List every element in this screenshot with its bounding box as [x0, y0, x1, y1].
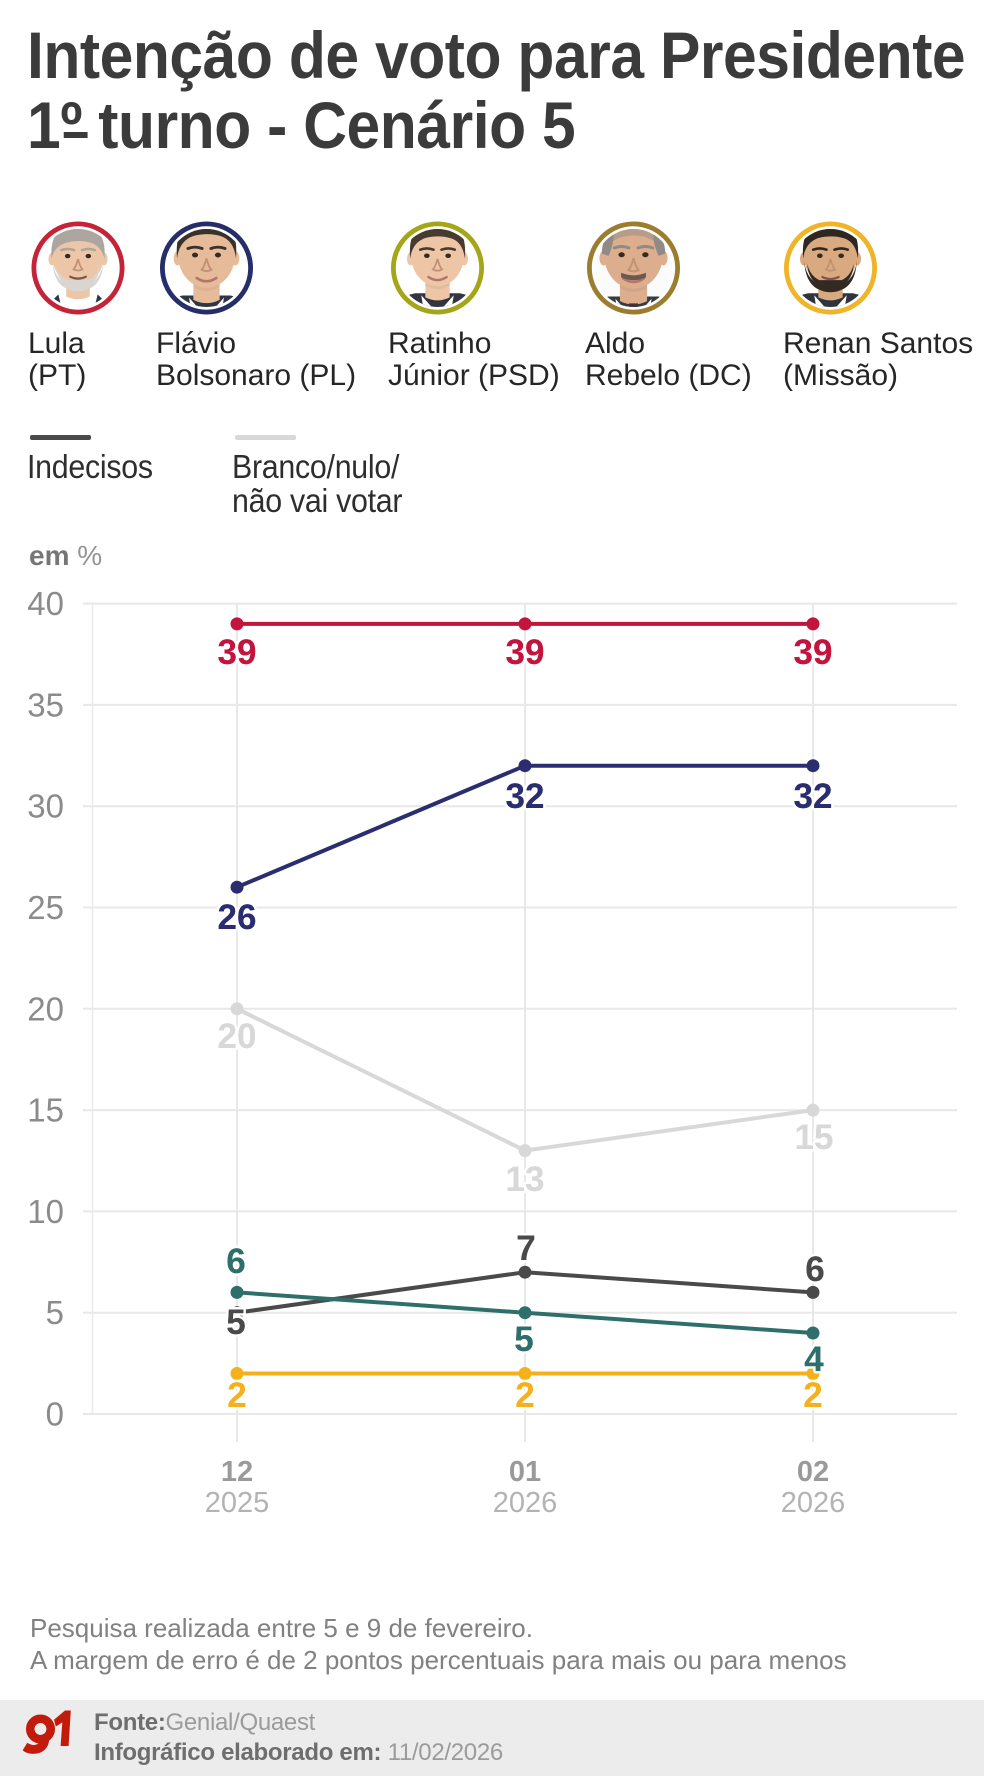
svg-text:32: 32	[506, 777, 545, 816]
svg-text:39: 39	[218, 633, 257, 672]
svg-text:7: 7	[516, 1229, 535, 1268]
svg-text:01: 01	[509, 1456, 541, 1488]
svg-text:10: 10	[27, 1193, 64, 1230]
svg-text:0: 0	[46, 1396, 64, 1433]
svg-text:13: 13	[506, 1160, 545, 1199]
svg-text:13: 13	[506, 1160, 545, 1199]
svg-text:2: 2	[515, 1376, 534, 1415]
svg-text:32: 32	[506, 777, 545, 816]
svg-text:32: 32	[794, 777, 833, 816]
svg-text:40: 40	[27, 585, 64, 622]
svg-text:5: 5	[514, 1320, 533, 1359]
svg-text:25: 25	[27, 889, 64, 926]
svg-text:26: 26	[218, 898, 257, 937]
svg-text:35: 35	[27, 686, 64, 723]
svg-text:2026: 2026	[493, 1487, 558, 1519]
svg-text:12: 12	[221, 1456, 253, 1488]
svg-text:39: 39	[794, 633, 833, 672]
svg-text:5: 5	[46, 1294, 64, 1331]
svg-text:15: 15	[795, 1118, 834, 1157]
svg-text:5: 5	[514, 1320, 533, 1359]
svg-text:2: 2	[227, 1376, 246, 1415]
svg-text:2: 2	[803, 1376, 822, 1415]
svg-text:7: 7	[516, 1229, 535, 1268]
svg-text:2026: 2026	[781, 1487, 846, 1519]
svg-text:15: 15	[27, 1092, 64, 1129]
svg-text:39: 39	[506, 633, 545, 672]
svg-text:39: 39	[218, 633, 257, 672]
svg-text:2: 2	[227, 1376, 246, 1415]
svg-text:6: 6	[226, 1242, 245, 1281]
svg-text:39: 39	[794, 633, 833, 672]
svg-text:30: 30	[27, 788, 64, 825]
svg-text:5: 5	[226, 1303, 245, 1342]
svg-text:39: 39	[506, 633, 545, 672]
svg-text:02: 02	[797, 1456, 829, 1488]
svg-text:32: 32	[794, 777, 833, 816]
svg-text:20: 20	[218, 1017, 257, 1056]
svg-text:2025: 2025	[205, 1487, 270, 1519]
svg-text:15: 15	[795, 1118, 834, 1157]
svg-text:26: 26	[218, 898, 257, 937]
svg-text:4: 4	[804, 1340, 824, 1379]
svg-text:6: 6	[805, 1250, 824, 1289]
svg-text:20: 20	[218, 1017, 257, 1056]
svg-text:4: 4	[804, 1340, 824, 1379]
svg-text:6: 6	[805, 1250, 824, 1289]
svg-text:6: 6	[226, 1242, 245, 1281]
svg-text:2: 2	[515, 1376, 534, 1415]
svg-text:5: 5	[226, 1303, 245, 1342]
svg-text:20: 20	[27, 990, 64, 1027]
svg-text:2: 2	[803, 1376, 822, 1415]
